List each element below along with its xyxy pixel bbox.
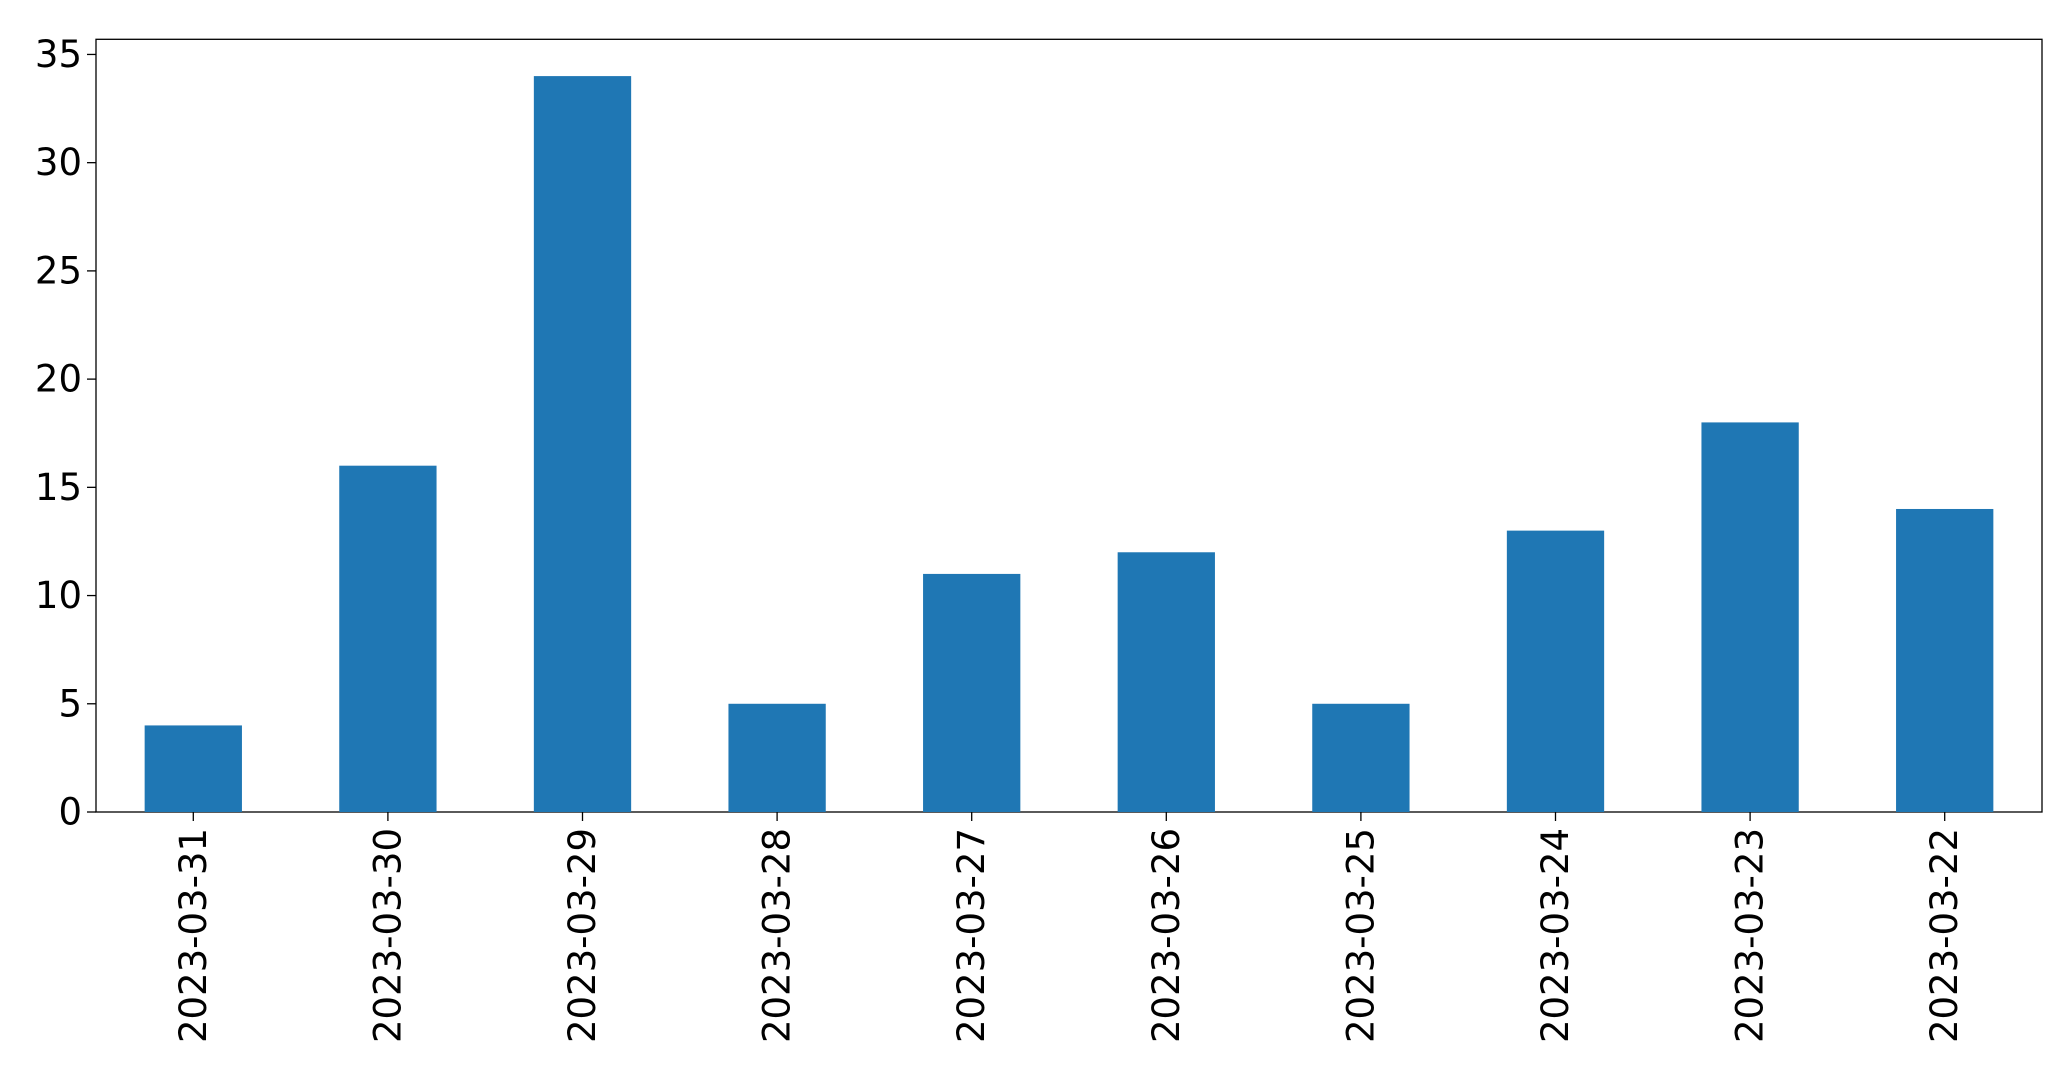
x-tick-label: 2023-03-28 (756, 828, 799, 1043)
x-tick-label: 2023-03-23 (1729, 828, 1772, 1043)
y-tick-label: 10 (35, 574, 82, 617)
x-tick-label: 2023-03-25 (1339, 828, 1382, 1043)
bar (144, 725, 242, 812)
bar (923, 573, 1021, 812)
bar (1312, 703, 1410, 812)
y-tick-label: 20 (35, 358, 82, 401)
bar (1117, 552, 1215, 812)
y-tick-label: 35 (35, 33, 82, 76)
bar (1506, 530, 1605, 812)
x-tick-label: 2023-03-24 (1534, 828, 1577, 1043)
x-tick-label: 2023-03-30 (366, 828, 409, 1043)
x-tick-label: 2023-03-29 (561, 828, 604, 1043)
y-tick-label: 30 (35, 141, 82, 184)
bar (533, 76, 632, 813)
y-tick-label: 0 (58, 791, 82, 834)
x-tick-label: 2023-03-31 (172, 828, 215, 1043)
bar (1701, 422, 1799, 812)
x-tick-label: 2023-03-22 (1923, 828, 1966, 1043)
x-tick-label: 2023-03-26 (1145, 828, 1188, 1043)
y-tick-label: 15 (35, 466, 82, 509)
y-tick-label: 5 (58, 682, 82, 725)
bar (339, 465, 437, 812)
bar (1896, 508, 1994, 812)
x-tick-label: 2023-03-27 (950, 828, 993, 1043)
plot-frame (95, 38, 2043, 813)
y-tick-label: 25 (35, 249, 82, 292)
bar (728, 703, 826, 812)
